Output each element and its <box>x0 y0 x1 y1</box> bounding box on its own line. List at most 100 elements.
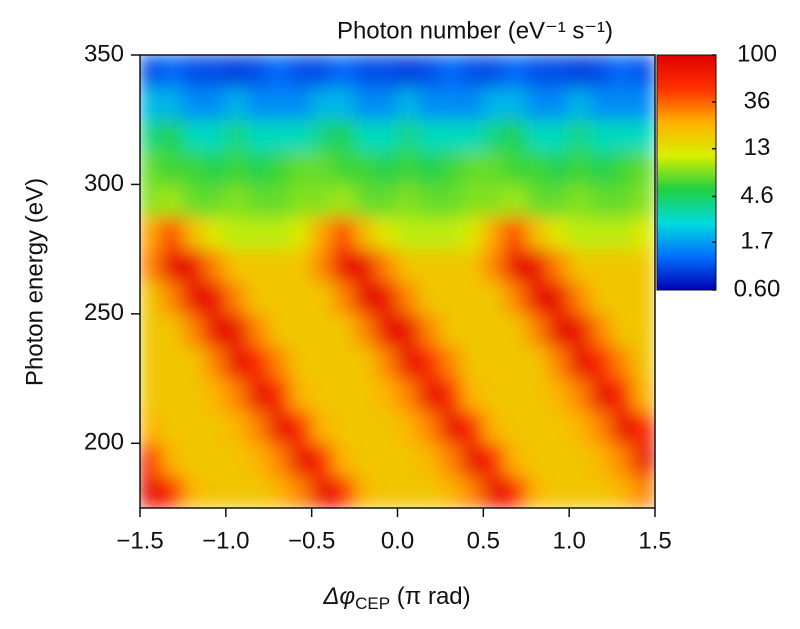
heatmap-cell <box>203 313 227 347</box>
heatmap-cell <box>225 378 248 412</box>
heatmap-cell <box>203 442 227 477</box>
heatmap-cell <box>268 216 291 250</box>
heatmap-cell <box>225 55 248 88</box>
heatmap-cell <box>590 86 613 121</box>
heatmap-cell <box>547 183 570 218</box>
heatmap-cell <box>461 475 484 508</box>
heatmap-cell <box>418 248 441 282</box>
heatmap-cell <box>504 313 527 347</box>
heatmap-cell <box>203 475 227 508</box>
heatmap-cell <box>311 119 334 153</box>
heatmap-cell <box>311 410 334 444</box>
heatmap-cell <box>461 55 484 88</box>
heatmap-cell <box>375 86 398 121</box>
x-tick-label: −1.0 <box>202 527 249 554</box>
heatmap-cell <box>289 313 313 347</box>
heatmap-cell <box>203 281 227 315</box>
heatmap-cell <box>182 378 205 412</box>
heatmap-cell <box>611 119 635 153</box>
heatmap-cell <box>482 281 506 315</box>
heatmap-cell <box>633 442 655 477</box>
heatmap-cell <box>568 281 592 315</box>
heatmap-cell <box>375 378 398 412</box>
heatmap-cell <box>482 119 506 153</box>
heatmap-cell <box>182 313 205 347</box>
heatmap-cell <box>140 378 162 412</box>
heatmap-cell <box>504 151 527 185</box>
heatmap-cell <box>332 442 356 477</box>
heatmap-cell <box>633 475 655 508</box>
heatmap-cell <box>140 442 162 477</box>
heatmap-cell <box>203 410 227 444</box>
heatmap-cell <box>439 151 463 185</box>
heatmap-cell <box>182 86 205 121</box>
heatmap-cell <box>225 86 248 121</box>
heatmap-cell <box>182 151 205 185</box>
heatmap-cell <box>525 55 549 88</box>
heatmap-cell <box>160 55 184 88</box>
heatmap-cell <box>182 216 205 250</box>
heatmap-cell <box>418 216 441 250</box>
heatmap-cell <box>160 86 184 121</box>
heatmap-cell <box>568 119 592 153</box>
heatmap-cell <box>547 55 570 88</box>
heatmap-cell <box>203 151 227 185</box>
heatmap-cell <box>246 55 270 88</box>
heatmap-cell <box>504 410 527 444</box>
heatmap-cell <box>225 151 248 185</box>
heatmap-cell <box>140 183 162 218</box>
heatmap-cell <box>397 55 420 88</box>
heatmap-cell <box>439 345 463 380</box>
heatmap-cell <box>246 442 270 477</box>
heatmap-cell <box>375 442 398 477</box>
heatmap-cell <box>525 183 549 218</box>
heatmap-cell <box>332 55 356 88</box>
heatmap-cell <box>397 475 420 508</box>
heatmap-cell <box>418 183 441 218</box>
heatmap-cell <box>504 248 527 282</box>
heatmap-cell <box>225 119 248 153</box>
heatmap-cell <box>268 345 291 380</box>
heatmap-cell <box>590 475 613 508</box>
heatmap-cell <box>568 151 592 185</box>
heatmap-cell <box>354 119 377 153</box>
heatmap-cell <box>397 248 420 282</box>
heatmap-cell <box>397 86 420 121</box>
heatmap-cell <box>246 216 270 250</box>
heatmap-cell <box>504 55 527 88</box>
heatmap-cell <box>482 216 506 250</box>
heatmap-cell <box>160 248 184 282</box>
heatmap-cell <box>311 151 334 185</box>
heatmap-cell <box>332 410 356 444</box>
heatmap-cell <box>611 410 635 444</box>
heatmap-cell <box>140 248 162 282</box>
heatmap-cell <box>611 248 635 282</box>
heatmap-cell <box>289 410 313 444</box>
heatmap-cell <box>375 183 398 218</box>
heatmap-cell <box>568 183 592 218</box>
heatmap-cell <box>203 86 227 121</box>
heatmap-cell <box>611 151 635 185</box>
heatmap-cell <box>633 378 655 412</box>
heatmap-cell <box>311 281 334 315</box>
heatmap-cell <box>160 345 184 380</box>
heatmap-cell <box>311 442 334 477</box>
heatmap-cell <box>140 345 162 380</box>
heatmap-cell <box>332 216 356 250</box>
heatmap-cell <box>633 86 655 121</box>
heatmap-cell <box>568 216 592 250</box>
heatmap-cell <box>611 313 635 347</box>
heatmap-cell <box>397 345 420 380</box>
heatmap-cell <box>504 281 527 315</box>
heatmap-cell <box>246 281 270 315</box>
heatmap-cell <box>461 442 484 477</box>
heatmap-cell <box>418 119 441 153</box>
heatmap-cell <box>525 410 549 444</box>
heatmap-cell <box>397 119 420 153</box>
heatmap-cell <box>246 410 270 444</box>
heatmap-cell <box>525 442 549 477</box>
heatmap-cell <box>547 475 570 508</box>
heatmap-cell <box>268 442 291 477</box>
heatmap-cell <box>375 151 398 185</box>
heatmap-cell <box>289 378 313 412</box>
